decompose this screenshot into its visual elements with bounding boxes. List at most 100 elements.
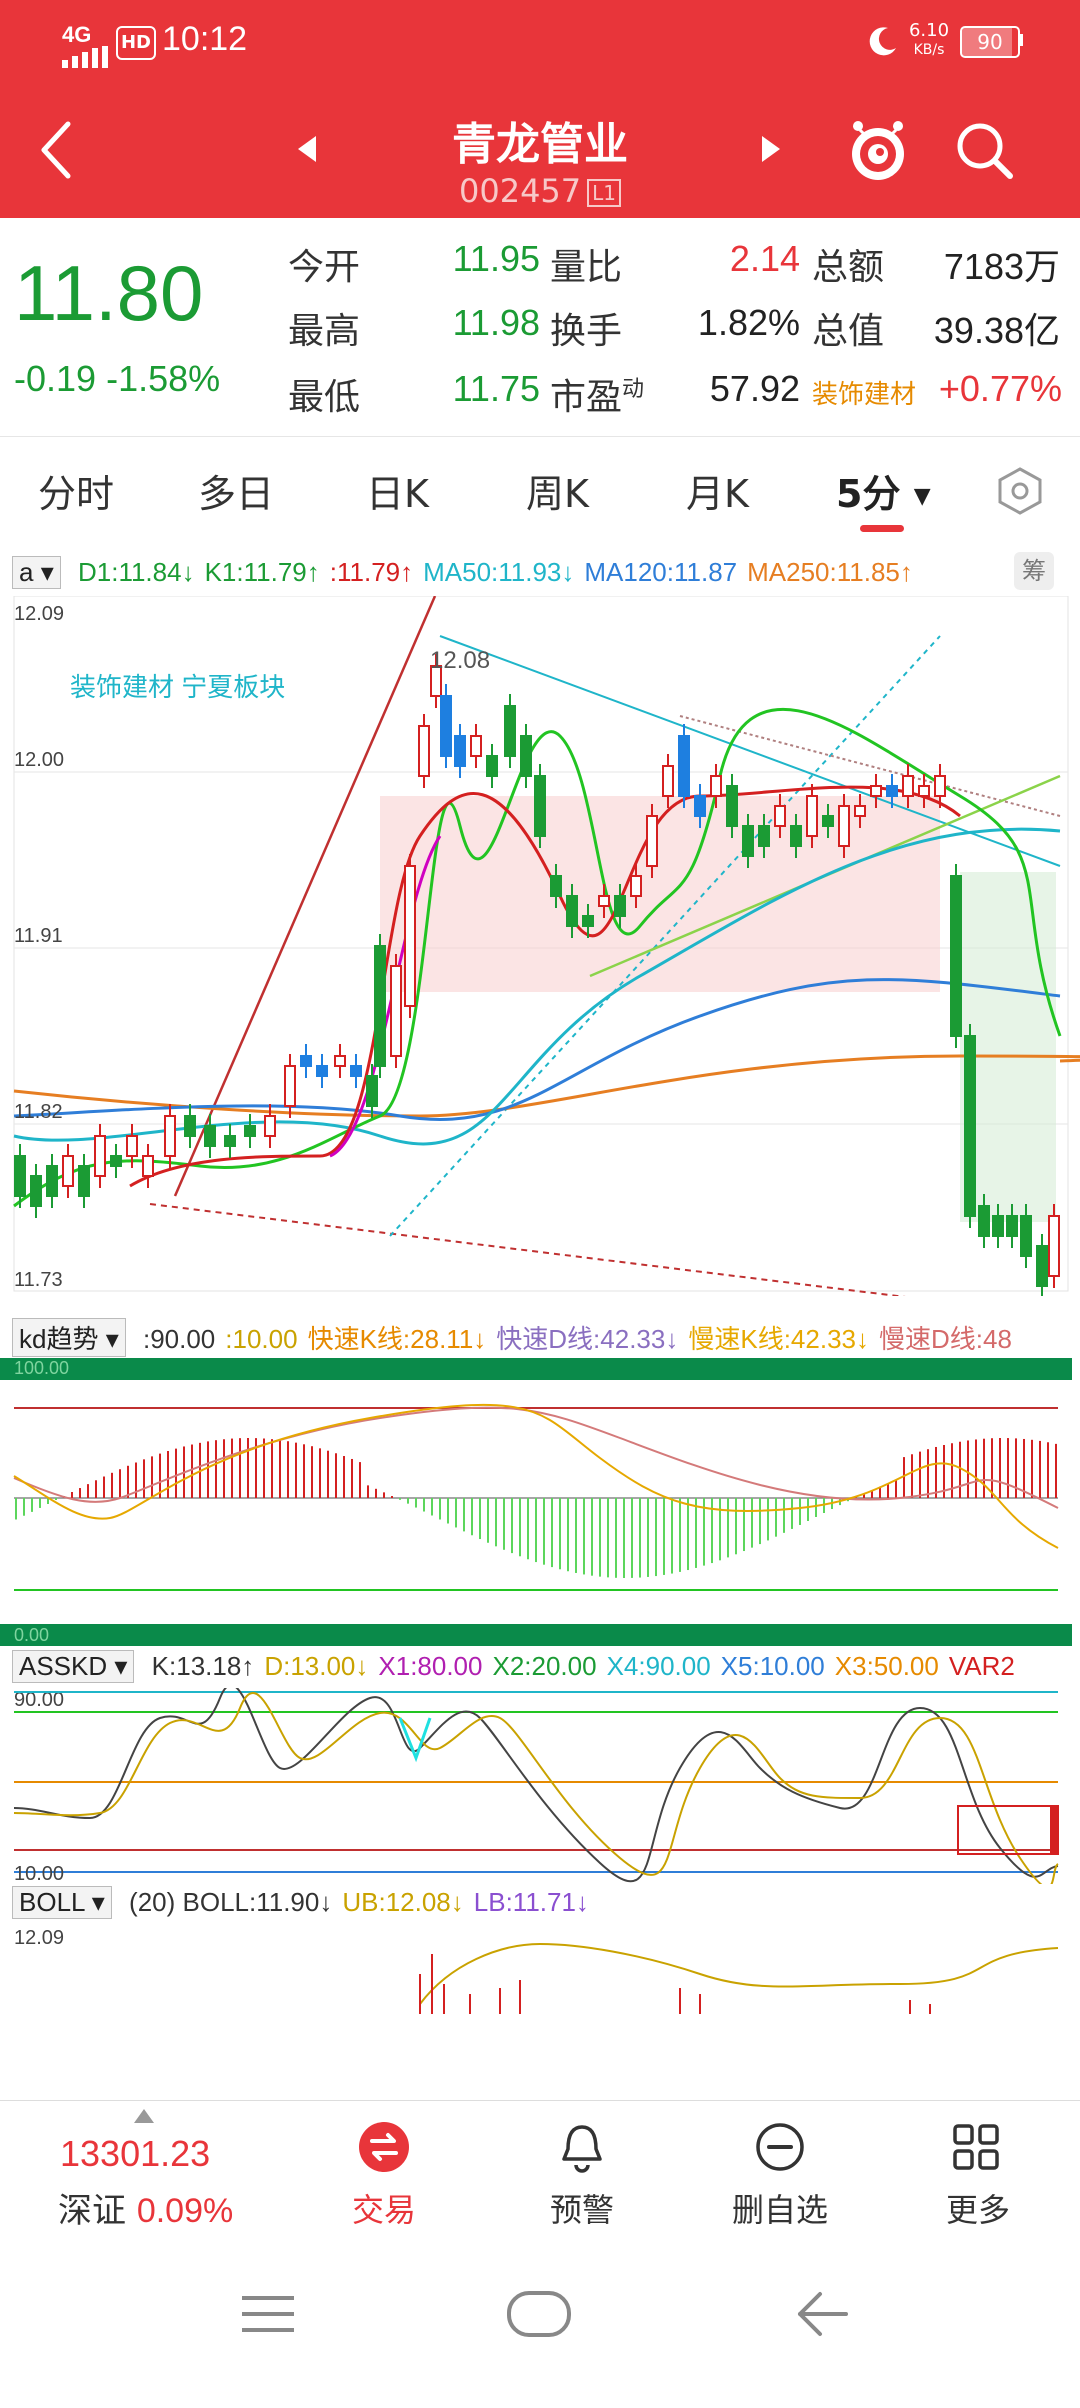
bell-icon[interactable] (556, 2121, 608, 2175)
candle (46, 1165, 58, 1197)
candle (870, 785, 882, 797)
asskd-top-label: 90.00 (14, 1689, 64, 1711)
dropdown-icon: ▼ (913, 484, 931, 509)
prev-stock-icon[interactable] (296, 134, 320, 164)
boll-indicator-select[interactable]: BOLL ▾ (12, 1886, 112, 1919)
index-change: 0.09% (136, 2192, 234, 2230)
home-icon[interactable] (506, 2290, 572, 2338)
candle (726, 785, 738, 827)
battery-icon: 90 (960, 26, 1020, 58)
remove-watchlist-label[interactable]: 删自选 (731, 2191, 828, 2229)
kd-bottom-label: 0.00 (14, 1625, 49, 1645)
candle (520, 735, 532, 777)
kd-legend-item: 快速D线:42.33↓ (496, 1324, 679, 1354)
boll-legend-item: (20) BOLL:11.90↓ (129, 1887, 333, 1917)
next-stock-icon[interactable] (758, 134, 782, 164)
asskd-indicator-select[interactable]: ASSKD ▾ (12, 1650, 135, 1683)
index-info[interactable]: 深证 0.09% (58, 2183, 233, 2232)
boll-legend-items: (20) BOLL:11.90↓ UB:12.08↓ LB:11.71↓ (119, 1887, 589, 1917)
kd-legend-items: :90.00:10.00 快速K线:28.11↓ 快速D线:42.33↓ 慢速K线:4… (133, 1324, 1012, 1354)
asskd-indicator-value: ASSKD (19, 1651, 108, 1681)
status-bar: 4G HD 10:12 6.10 KB/s 90 (0, 0, 1080, 82)
menu-icon[interactable] (240, 2294, 296, 2334)
asskd-chart[interactable]: 90.00 10.00 (0, 1688, 1080, 1884)
candle (184, 1115, 196, 1137)
asskd-bottom-label: 10.00 (14, 1863, 64, 1884)
candle (992, 1215, 1004, 1237)
main-legend-item: K1:11.79↑ (204, 557, 320, 587)
y-tick-2: 11.91 (14, 925, 63, 947)
chip-button[interactable]: 筹 (1014, 552, 1054, 590)
asskd-legend-item: X2:20.00 (492, 1651, 597, 1681)
index-value[interactable]: 13301.23 (60, 2133, 211, 2174)
mktcap-value: 39.38亿 (933, 310, 1060, 351)
candle (694, 795, 706, 817)
tab-weekly-k[interactable]: 周K (526, 472, 589, 516)
tab-5min[interactable]: 5分 ▼ (836, 463, 931, 518)
chart-annotation: 装饰建材 宁夏板块 (70, 672, 285, 702)
sector-name[interactable]: 装饰建材 (812, 380, 917, 410)
candle (550, 875, 562, 897)
boll-chart[interactable]: 12.09 (0, 1924, 1080, 2100)
main-indicator-select[interactable]: a ▾ (12, 556, 61, 589)
more-label[interactable]: 更多 (945, 2191, 1010, 2229)
candle (978, 1205, 990, 1237)
main-legend-item: MA250:11.85↑ (747, 557, 913, 587)
boll-top-label: 12.09 (14, 1927, 64, 1949)
candle (224, 1135, 236, 1147)
y-tick-1: 12.00 (14, 749, 64, 771)
search-icon[interactable] (954, 120, 1016, 182)
high-label: 最高 (288, 311, 361, 352)
trade-icon[interactable] (358, 2121, 410, 2173)
candle (142, 1155, 154, 1177)
main-legend-item: MA120:11.87 (584, 557, 738, 587)
candle (838, 805, 850, 847)
tab-daily-k[interactable]: 日K (366, 472, 429, 516)
remove-watchlist-icon[interactable] (754, 2121, 806, 2173)
candle (1006, 1215, 1018, 1237)
candlestick-chart[interactable]: 装饰建材 宁夏板块 12.08 12.09 12.00 11.91 11.82 … (0, 596, 1080, 1296)
kd-indicator-value: kd趋势 (19, 1324, 99, 1354)
main-indicator-value: a (19, 557, 34, 587)
last-price: 11.80 (14, 249, 204, 337)
net-speed: 6.10 KB/s (904, 22, 954, 59)
box-zone (380, 796, 940, 992)
kd-indicator-select[interactable]: kd趋势 ▾ (12, 1318, 126, 1357)
level-badge: L1 (587, 179, 622, 207)
high-mark-label: 12.08 (430, 647, 490, 674)
grid-more-icon[interactable] (952, 2123, 1000, 2171)
settings-hexagon-icon[interactable] (994, 465, 1046, 517)
kd-top-label: 100.00 (14, 1358, 69, 1378)
hd-badge: HD (116, 26, 156, 60)
y-tick-0: 12.09 (14, 603, 64, 625)
candles (14, 654, 1060, 1296)
alert-label[interactable]: 预警 (549, 2191, 614, 2229)
tab-monthly-k[interactable]: 月K (686, 472, 749, 516)
candle (1048, 1215, 1060, 1277)
candle (78, 1165, 90, 1197)
back-arrow-icon[interactable] (36, 120, 76, 180)
candle (334, 1055, 346, 1067)
candle (366, 1075, 378, 1107)
candle (710, 775, 722, 797)
candle (350, 1065, 362, 1077)
candle (470, 735, 482, 757)
open-value: 11.95 (452, 238, 540, 279)
candle (822, 815, 834, 827)
bottom-toolbar: 13301.23 深证 0.09% 交易 预警 删自选 更多 (0, 2100, 1080, 2251)
kd-chart[interactable]: 100.00 0.00 (0, 1358, 1080, 1648)
change-amount: -0.19 (14, 358, 97, 399)
back-nav-icon[interactable] (794, 2290, 850, 2338)
tab-intraday[interactable]: 分时 (38, 472, 115, 516)
kd-legend-item: :90.00 (142, 1324, 216, 1354)
pe-label-text: 市盈 (550, 377, 623, 418)
main-legend: a ▾ D1:11.84↓ K1:11.79↑:11.79↑ MA50:11.93↓… (12, 556, 913, 589)
tab-multi-day[interactable]: 多日 (198, 472, 275, 516)
candle (440, 695, 452, 757)
mascot-icon[interactable] (846, 116, 910, 186)
expand-up-icon[interactable] (134, 2109, 154, 2123)
trade-label[interactable]: 交易 (351, 2191, 416, 2229)
candle (454, 735, 466, 767)
candle (646, 815, 658, 867)
main-legend-item: :11.79↑ (329, 557, 414, 587)
